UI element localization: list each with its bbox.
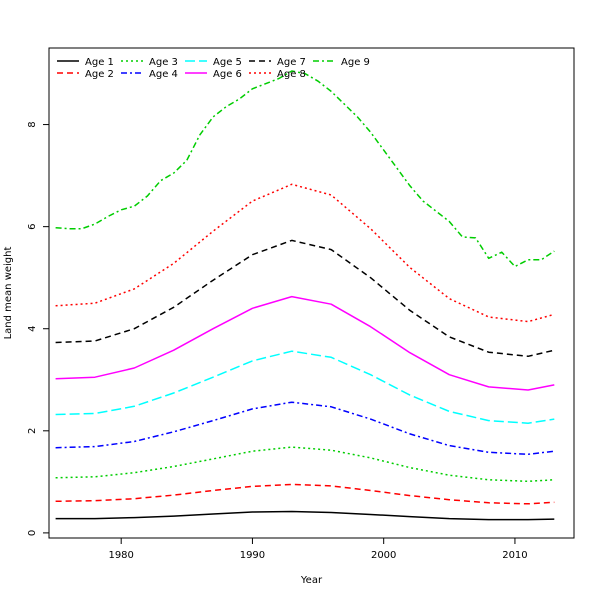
x-axis: 1980 1990 2000 2010 — [108, 538, 528, 561]
series-line-3 — [55, 446, 555, 483]
legend-entry-1: Age 1 — [57, 57, 114, 68]
series-line-5 — [55, 350, 555, 424]
legend-label: Age 2 — [85, 69, 114, 80]
series-line-8 — [55, 183, 555, 323]
y-tick-label: 2 — [27, 428, 38, 434]
series-line-9 — [55, 70, 555, 268]
y-axis: 0 2 4 6 8 — [27, 121, 49, 536]
series-line-2 — [55, 483, 555, 505]
legend-entry-5: Age 5 — [185, 57, 242, 68]
x-tick-label: 2000 — [371, 550, 396, 561]
plot-frame — [48, 47, 575, 539]
series-line-4 — [55, 401, 555, 456]
legend-label: Age 9 — [341, 57, 370, 68]
y-axis-title: Land mean weight — [3, 247, 14, 340]
legend-label: Age 1 — [85, 57, 114, 68]
series-line-7 — [55, 239, 555, 358]
legend-entry-9: Age 9 — [313, 57, 370, 68]
legend-entry-4: Age 4 — [121, 69, 178, 80]
legend-label: Age 3 — [149, 57, 178, 68]
x-tick-label: 2010 — [502, 550, 527, 561]
legend-label: Age 6 — [213, 69, 242, 80]
y-tick-label: 0 — [27, 530, 38, 536]
legend-label: Age 4 — [149, 69, 178, 80]
plot-lines — [55, 70, 555, 521]
legend-entry-8: Age 8 — [249, 69, 306, 80]
legend-label: Age 8 — [277, 69, 306, 80]
series-line-6 — [55, 295, 555, 391]
legend-entry-7: Age 7 — [249, 57, 306, 68]
legend-entry-6: Age 6 — [185, 69, 242, 80]
series-line-1 — [55, 510, 555, 521]
legend-label: Age 5 — [213, 57, 242, 68]
y-tick-label: 8 — [27, 121, 38, 127]
x-tick-label: 1990 — [240, 550, 265, 561]
x-tick-label: 1980 — [108, 550, 133, 561]
legend-label: Age 7 — [277, 57, 306, 68]
legend-entry-3: Age 3 — [121, 57, 178, 68]
legend-entry-2: Age 2 — [57, 69, 114, 80]
x-axis-title: Year — [300, 575, 323, 586]
y-tick-label: 6 — [27, 223, 38, 229]
y-tick-label: 4 — [27, 326, 38, 332]
